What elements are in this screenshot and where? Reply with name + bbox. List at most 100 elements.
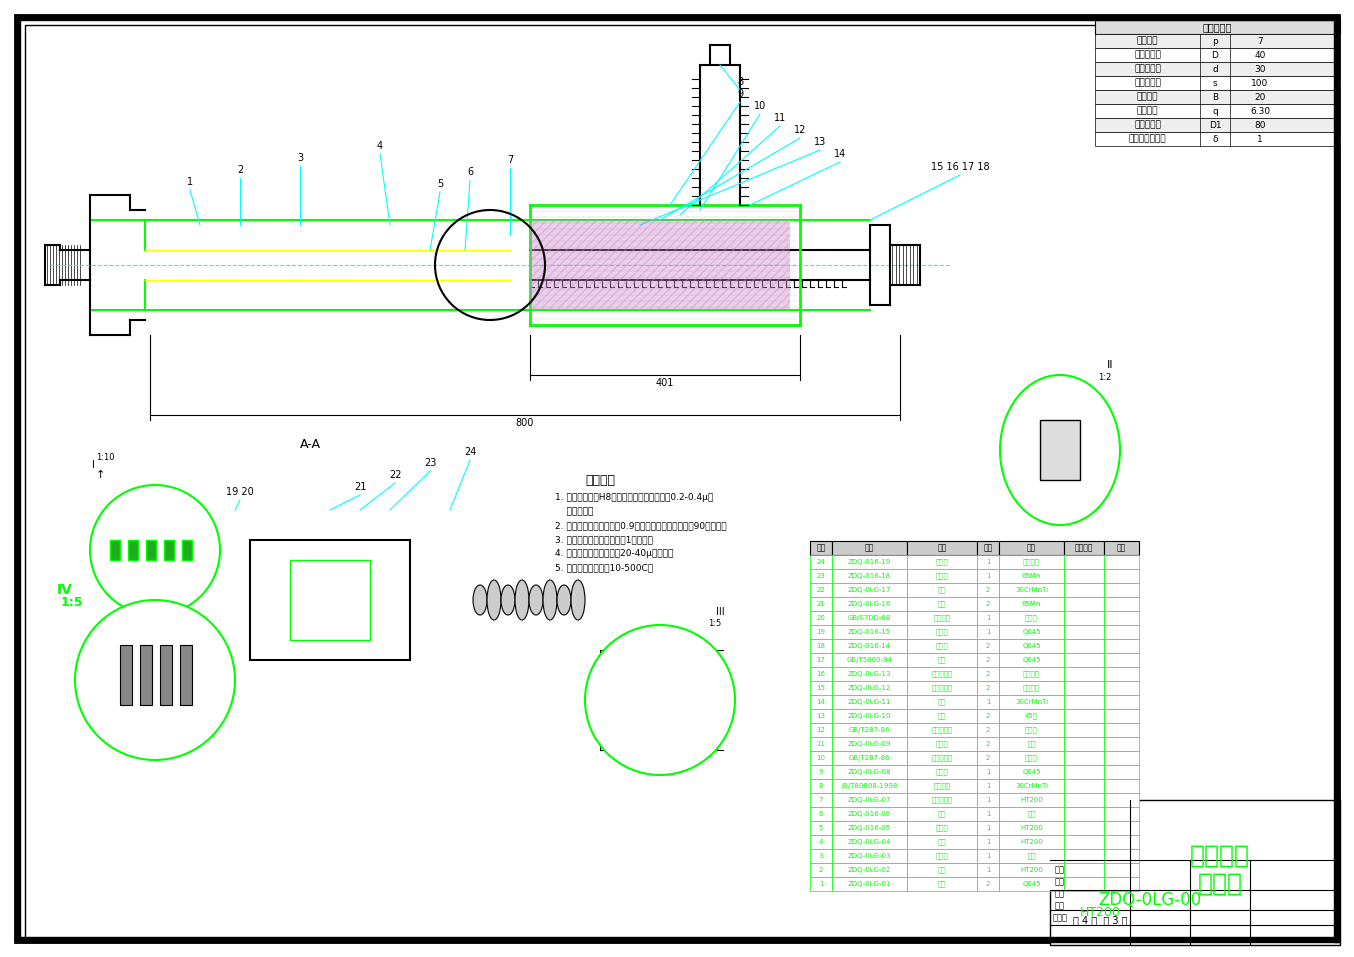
Text: 22: 22 [816,587,826,593]
Text: 8: 8 [737,77,743,87]
Bar [831,863,907,877]
Bar [999,877,1064,891]
Bar [978,611,999,625]
Bar [1104,611,1139,625]
Bar [529,220,789,310]
Bar [999,667,1064,681]
Text: 油管: 油管 [938,811,946,817]
Text: 标准化: 标准化 [1052,914,1067,923]
Text: 2: 2 [986,685,990,691]
Bar [810,611,831,625]
Bar [978,723,999,737]
Bar [999,625,1064,639]
Bar [907,611,978,625]
Ellipse shape [487,580,501,620]
Text: 6: 6 [819,811,823,817]
Text: ZDQ-016-18: ZDQ-016-18 [848,573,891,579]
Text: III: III [716,607,724,617]
Ellipse shape [473,585,487,615]
Bar [1104,877,1139,891]
Text: Q045: Q045 [1022,881,1041,887]
Bar [1064,667,1104,681]
Text: Q045: Q045 [1022,657,1041,663]
Bar [810,555,831,569]
Text: 液压缸参数: 液压缸参数 [1202,22,1232,32]
Text: ZDQ-016-15: ZDQ-016-15 [848,629,891,635]
Text: 7: 7 [819,797,823,803]
Text: ZDQ-0LG-17: ZDQ-0LG-17 [848,587,891,593]
Ellipse shape [571,580,585,620]
Text: 缸体: 缸体 [938,838,946,845]
Bar [1104,709,1139,723]
Text: 6.30: 6.30 [1250,106,1270,116]
Ellipse shape [501,585,515,615]
Text: 正确保证；: 正确保证； [555,507,593,517]
Text: 19 20: 19 20 [226,487,255,497]
Bar [999,569,1064,583]
Bar [1104,723,1139,737]
Ellipse shape [1001,375,1120,525]
Text: 1: 1 [986,797,990,803]
Bar [1095,90,1340,104]
Text: 耐磨铸钢: 耐磨铸钢 [1024,684,1040,691]
Text: 1. 缸体内径采用H8，相配合，表面粗糙度为0.2-0.4μ，: 1. 缸体内径采用H8，相配合，表面粗糙度为0.2-0.4μ， [555,494,714,502]
Text: 总计: 总计 [1117,544,1127,552]
Bar [999,863,1064,877]
Text: 18: 18 [816,643,826,649]
Text: 圆面螺栓: 圆面螺栓 [933,614,951,621]
Bar [810,695,831,709]
Bar [810,877,831,891]
Text: ZDQ-0LG-10: ZDQ-0LG-10 [848,713,891,719]
Bar [831,835,907,849]
Text: 14: 14 [834,149,846,159]
Bar [831,541,907,555]
Text: 30CrMnTi: 30CrMnTi [1016,587,1048,593]
Bar [978,835,999,849]
Bar [1104,737,1139,751]
Bar [1104,695,1139,709]
Text: 滚动球轴承: 滚动球轴承 [932,726,953,733]
Bar [810,779,831,793]
Bar [907,639,978,653]
Bar [907,625,978,639]
Text: 1: 1 [187,177,194,187]
Bar [907,751,978,765]
Text: 橡胶: 橡胶 [1028,811,1036,817]
Text: 单件质量: 单件质量 [1075,544,1093,552]
Text: 橡胶: 橡胶 [1028,853,1036,859]
Text: 1: 1 [986,853,990,859]
Bar [15,15,20,942]
Text: B: B [1212,93,1219,101]
Bar [907,583,978,597]
Bar [907,807,978,821]
Bar [831,793,907,807]
Bar [1095,62,1340,76]
Bar [831,583,907,597]
Bar [978,751,999,765]
Bar [978,807,999,821]
Text: 共 4 张  第 3 张: 共 4 张 第 3 张 [1072,915,1128,925]
Circle shape [74,600,236,760]
Text: 1: 1 [986,573,990,579]
Text: 9: 9 [737,89,743,99]
Text: 标准件: 标准件 [1025,614,1039,621]
Bar [15,15,1339,20]
Text: δ: δ [1212,135,1217,144]
Bar [180,645,192,705]
Bar [160,645,172,705]
Bar [831,569,907,583]
Text: 1: 1 [986,811,990,817]
Bar [907,653,978,667]
Text: II: II [1106,360,1113,370]
Bar [907,779,978,793]
Text: 名称: 名称 [937,544,946,552]
Text: 30CrMnTi: 30CrMnTi [1016,783,1048,789]
Bar [831,611,907,625]
Text: p: p [1212,36,1217,46]
Text: HT200: HT200 [1020,867,1043,873]
Text: q: q [1212,106,1217,116]
Text: 12: 12 [793,125,806,135]
Bar [978,709,999,723]
Text: 401: 401 [655,378,674,388]
Bar [978,681,999,695]
